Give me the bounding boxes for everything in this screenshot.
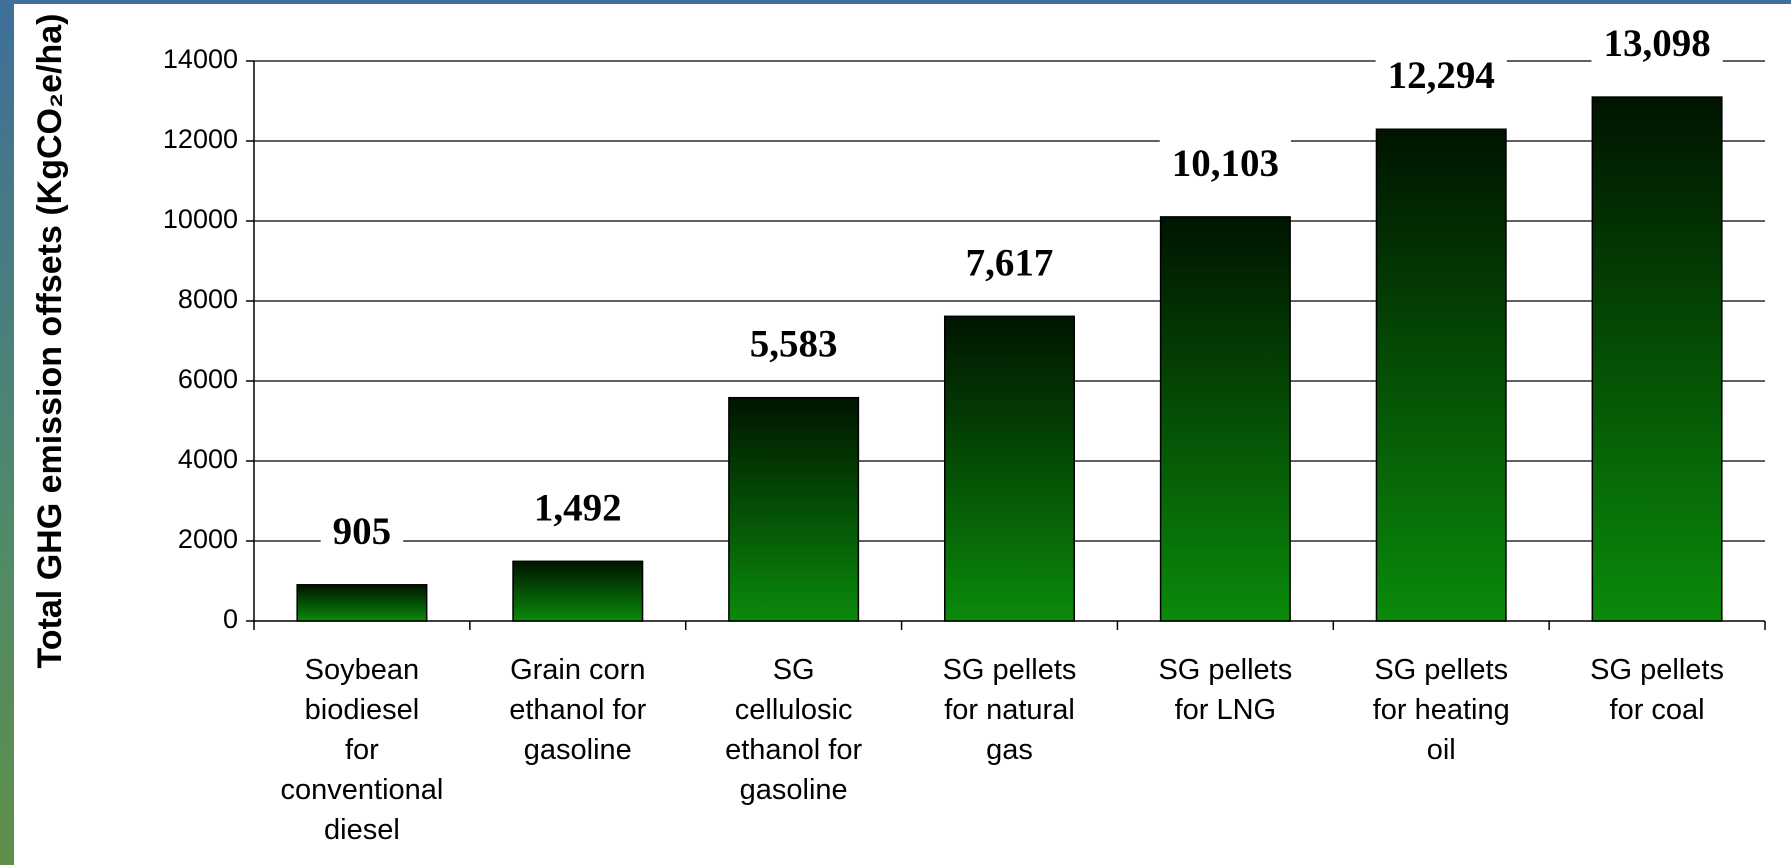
- bar: [728, 396, 860, 622]
- value-label: 10,103: [1172, 142, 1279, 185]
- bar: [943, 315, 1076, 622]
- x-tick-label: SG pellets for heating oil: [1373, 654, 1510, 766]
- bar: [1375, 128, 1507, 622]
- panel: [14, 4, 1791, 865]
- y-tick-label: 10000: [163, 204, 238, 234]
- value-label-bg: [320, 505, 404, 557]
- value-label: 7,617: [966, 241, 1054, 284]
- y-tick-label: 0: [223, 604, 238, 634]
- bar: [1591, 96, 1723, 622]
- x-tick-label: Soybean biodiesel for conventional diesel: [281, 654, 444, 846]
- y-tick-label: 14000: [163, 44, 238, 74]
- bar: [512, 560, 644, 622]
- value-label-bg: [953, 237, 1066, 289]
- value-label: 13,098: [1603, 22, 1710, 65]
- value-label-bg: [1591, 18, 1723, 70]
- value-label: 12,294: [1388, 54, 1495, 97]
- value-label-bg: [1159, 137, 1291, 189]
- y-tick-label: 12000: [163, 124, 238, 154]
- value-label-bg: [1375, 50, 1507, 102]
- y-tick-label: 2000: [178, 524, 238, 554]
- x-tick-label: SG pellets for LNG: [1158, 654, 1292, 726]
- bar: [296, 584, 428, 622]
- value-label-bg: [521, 482, 634, 534]
- value-label-bg: [737, 318, 850, 370]
- value-label: 905: [333, 510, 392, 553]
- x-tick-label: SG pellets for natural gas: [943, 654, 1077, 766]
- x-tick-label: Grain corn ethanol for gasoline: [509, 654, 646, 766]
- bar: [1159, 216, 1291, 622]
- x-tick-label: SG cellulosic ethanol for gasoline: [725, 654, 862, 806]
- y-tick-label: 8000: [178, 284, 238, 314]
- y-axis-title: Total GHG emission offsets (KgCO₂e/ha): [31, 14, 69, 669]
- y-tick-label: 4000: [178, 444, 238, 474]
- x-tick-label: SG pellets for coal: [1590, 654, 1724, 726]
- y-tick-label: 6000: [178, 364, 238, 394]
- value-label: 1,492: [534, 486, 622, 529]
- value-label: 5,583: [750, 323, 838, 366]
